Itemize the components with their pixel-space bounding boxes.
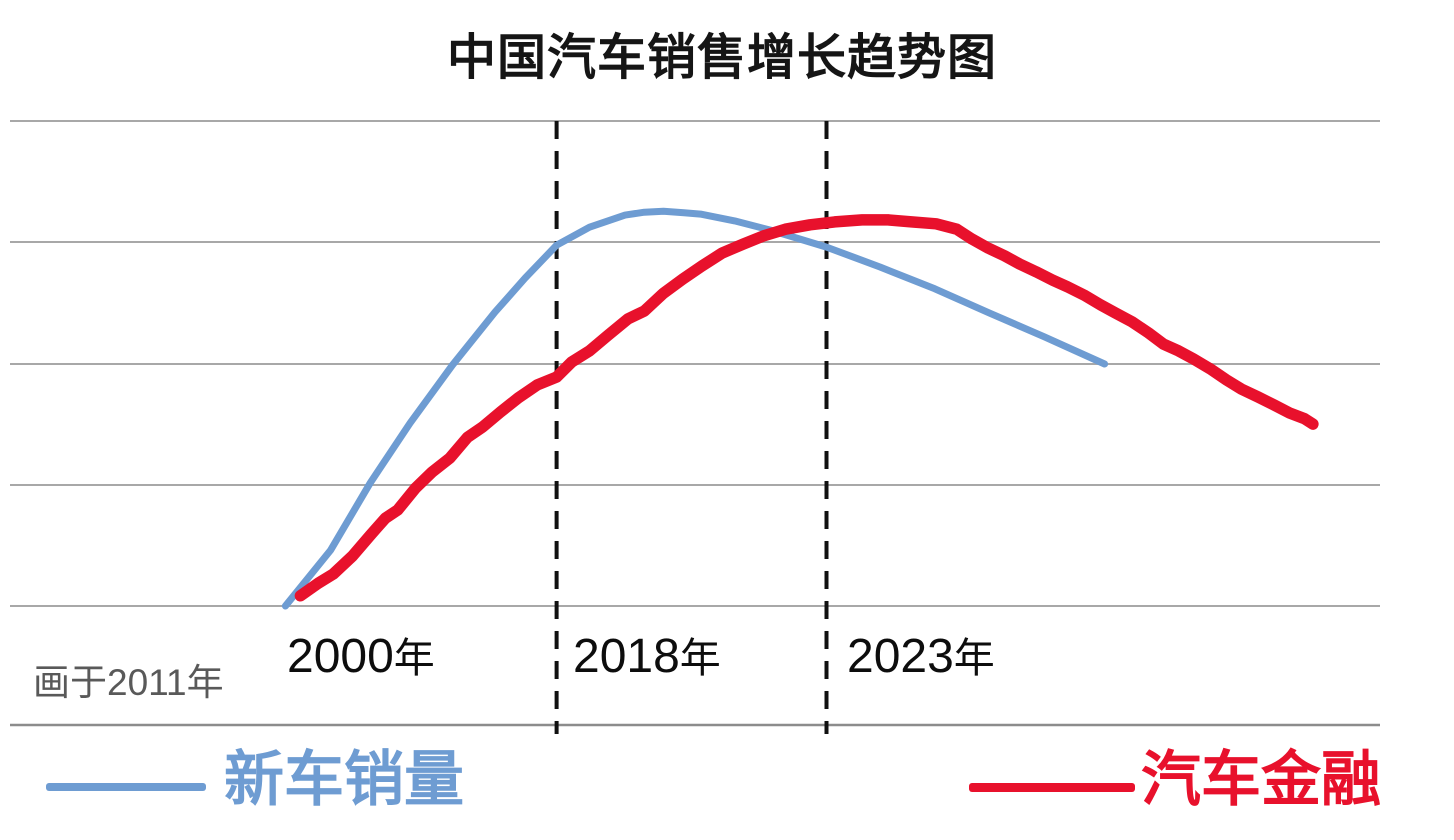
legend-label-auto-finance: 汽车金融 (1141, 746, 1381, 813)
legend-label-new-car-sales: 新车销量 (224, 746, 464, 813)
x-label-2018-number: 2018 (573, 630, 680, 683)
legend-item-new-car-sales: 新车销量 (46, 750, 476, 830)
drawn-in-note: 画于2011年 (33, 662, 224, 703)
x-label-2018: 2018年 (573, 633, 721, 681)
series-line-auto-finance (294, 214, 1319, 602)
legend-line-red (969, 783, 1135, 792)
chart-title: 中国汽车销售增长趋势图 (446, 30, 997, 85)
x-label-2000: 2000年 (287, 633, 435, 681)
x-label-2023-suffix: 年 (953, 635, 995, 681)
gridlines (10, 120, 1380, 607)
series-line-new-car-sales (281, 207, 1109, 610)
x-label-2000-suffix: 年 (393, 635, 435, 681)
x-label-2023: 2023年 (847, 633, 995, 681)
x-label-2018-suffix: 年 (679, 635, 721, 681)
legend-item-auto-finance: 汽车金融 (969, 750, 1399, 830)
legend-line-blue (46, 783, 206, 791)
x-label-2000-number: 2000 (287, 630, 394, 683)
x-label-2023-number: 2023 (847, 630, 954, 683)
